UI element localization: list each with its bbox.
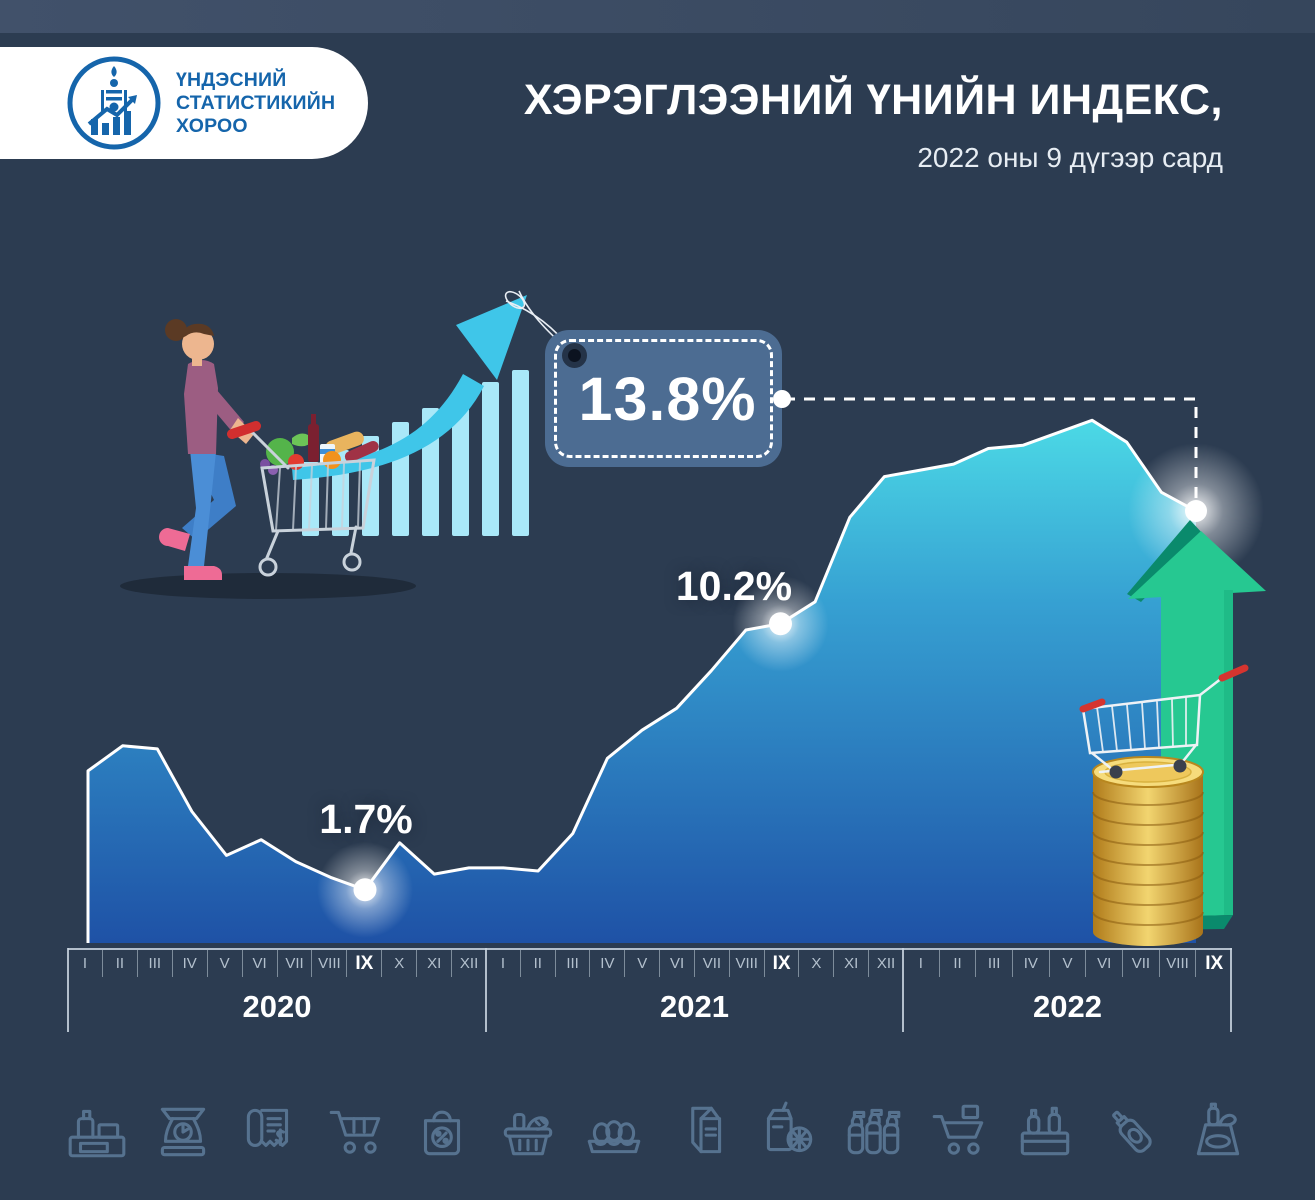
logo-line: СТАТИСТИКИЙН — [176, 91, 336, 114]
month-label: VI — [1086, 950, 1124, 977]
month-labels-2021: I II III IV V VI VII VIII IX X XI XII — [486, 950, 903, 977]
top-strip — [0, 0, 1315, 33]
month-labels-2022: I II III IV V VI VII VIII IX — [903, 950, 1232, 977]
grocery-basket-icon — [495, 1098, 561, 1164]
month-label: VII — [1123, 950, 1160, 977]
nso-logo-pill: ҮНДЭСНИЙ СТАТИСТИКИЙН ХОРОО — [0, 47, 368, 159]
month-label: II — [940, 950, 977, 977]
month-label: I — [486, 950, 521, 977]
sauce-bottle-icon — [1099, 1098, 1165, 1164]
month-label: VI — [243, 950, 278, 977]
kitchen-scale-icon — [150, 1098, 216, 1164]
egg-tray-icon — [581, 1098, 647, 1164]
axis-band-2021: I II III IV V VI VII VIII IX X XI XII 2021 — [486, 950, 903, 1025]
page-subtitle: 2022 оны 9 дүгээр сард — [917, 142, 1223, 173]
month-label: IX — [765, 950, 800, 977]
year-label-2021: 2021 — [660, 989, 729, 1024]
receipt-icon — [236, 1098, 302, 1164]
month-label: X — [799, 950, 835, 977]
price-tag-dashed-border — [554, 339, 773, 458]
woman-shopper-illustration — [120, 319, 416, 599]
coin-stack — [1092, 756, 1204, 946]
month-label: VIII — [312, 950, 348, 977]
month-label: XII — [459, 955, 479, 972]
empty-cart-illustration — [1079, 664, 1249, 779]
page-title: ХЭРЭГЛЭЭНИЙ ҮНИЙН ИНДЕКС, — [523, 76, 1223, 124]
month-label: VIII — [1160, 950, 1197, 977]
price-tag-13-8: 13.8% — [545, 330, 791, 467]
month-label: X — [382, 950, 418, 977]
month-label: IV — [173, 950, 208, 977]
year-label-2022: 2022 — [1033, 989, 1102, 1024]
cpi-value-2022: 13.8% — [578, 364, 757, 433]
cart-handle-grip — [227, 421, 261, 439]
year-label-2020: 2020 — [242, 989, 312, 1024]
nso-logo-icon — [67, 56, 161, 150]
axis-separator — [902, 948, 904, 1032]
month-label: VIII — [730, 950, 765, 977]
month-labels-2020: I II III IV V VI VII VIII IX X XI XII — [68, 950, 486, 977]
price-tag-connector-dot — [773, 389, 791, 408]
month-label: V — [1050, 950, 1087, 977]
month-label: VII — [278, 950, 313, 977]
month-label: XII — [876, 955, 896, 972]
month-label: V — [625, 950, 661, 977]
milk-carton-icon — [668, 1098, 734, 1164]
month-label: III — [138, 950, 173, 977]
discount-bag-icon — [409, 1098, 475, 1164]
data-point-dots — [317, 575, 829, 938]
month-label: V — [208, 950, 243, 977]
grocery-cart-illustration — [250, 430, 376, 577]
juice-pack-icon — [754, 1098, 820, 1164]
month-label: IX — [1205, 952, 1224, 974]
cpi-value-2020: 1.7% — [319, 796, 413, 842]
dairy-products-icon — [64, 1098, 130, 1164]
month-label: III — [976, 950, 1014, 977]
header-title-block: ХЭРЭГЛЭЭНИЙ ҮНИЙН ИНДЕКС, 2022 оны 9 дүг… — [524, 76, 1223, 174]
data-point-dot — [769, 612, 792, 636]
month-label: IV — [1013, 950, 1050, 977]
axis-band-2020: I II III IV V VI VII VIII IX X XI XII 2020 — [68, 950, 486, 1025]
x-axis-line — [68, 948, 1232, 950]
month-label: III — [556, 950, 591, 977]
axis-separator — [67, 948, 69, 1032]
cart-with-box-icon — [926, 1098, 992, 1164]
nso-logo-text: ҮНДЭСНИЙ СТАТИСТИКИЙН ХОРОО — [176, 69, 335, 138]
cpi-area-fill — [88, 420, 1196, 943]
month-label: VII — [695, 950, 730, 977]
bottle-crate-icon — [1012, 1098, 1078, 1164]
water-bottles-icon — [840, 1098, 906, 1164]
logo-line: ХОРОО — [176, 114, 248, 137]
cpi-area-line — [86, 418, 1197, 943]
data-point-dot — [353, 878, 377, 902]
month-label: XI — [834, 950, 870, 977]
month-label: VI — [660, 950, 695, 977]
month-label: II — [521, 950, 556, 977]
month-label: I — [68, 950, 103, 977]
logo-line: ҮНДЭСНИЙ — [176, 68, 287, 91]
axis-band-2022: I II III IV V VI VII VIII IX 2022 — [903, 950, 1232, 1025]
month-label: IX — [347, 950, 383, 977]
data-point-2022 — [1185, 500, 1207, 522]
axis-separator — [485, 948, 487, 1032]
shopping-cart-icon — [323, 1098, 389, 1164]
goods-icon-row — [64, 1098, 1251, 1164]
price-tag-hole — [562, 343, 587, 368]
axis-separator — [1230, 948, 1232, 1032]
month-label: II — [103, 950, 138, 977]
month-label: I — [903, 950, 940, 977]
month-label: XI — [417, 950, 453, 977]
cpi-value-2021: 10.2% — [675, 563, 793, 609]
month-label: IV — [590, 950, 626, 977]
groceries — [260, 414, 379, 475]
grocery-bag-icon — [1185, 1098, 1251, 1164]
